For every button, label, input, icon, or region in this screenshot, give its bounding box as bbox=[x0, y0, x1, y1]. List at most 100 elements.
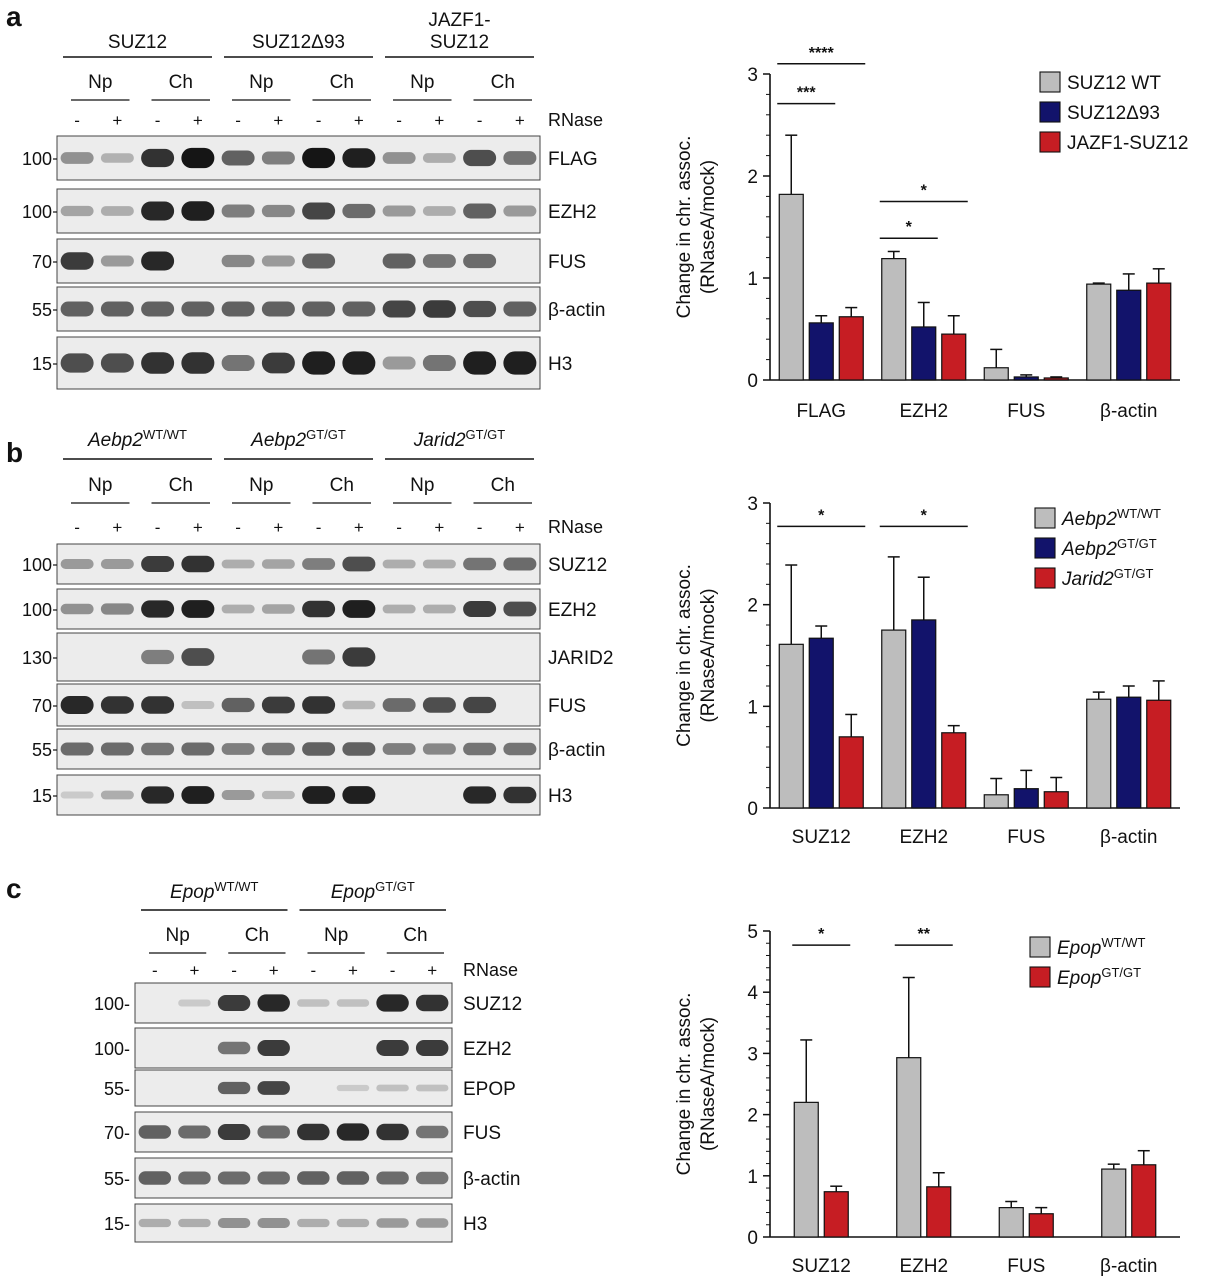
legend-swatch bbox=[1034, 537, 1056, 559]
blot-band bbox=[181, 648, 215, 666]
y-tick-label: 0 bbox=[747, 371, 758, 392]
blot-strip-background bbox=[56, 336, 541, 390]
blot-band bbox=[221, 604, 255, 614]
blot-band bbox=[257, 1125, 290, 1139]
blot-band bbox=[463, 203, 497, 219]
blot-band bbox=[100, 255, 134, 267]
bar-chart-c: 0 1 2 3 4 5 Change in chr. assoc. (RNaseA/mock)… bbox=[674, 922, 1180, 1277]
rnase-sign: - bbox=[316, 111, 322, 130]
size-marker: 55 bbox=[32, 740, 52, 760]
blot-strip-background bbox=[56, 774, 541, 816]
blot-band bbox=[382, 698, 416, 712]
protein-label: SUZ12 bbox=[548, 555, 607, 576]
blot-strip-5 bbox=[56, 774, 541, 816]
rnase-sign: + bbox=[193, 518, 203, 537]
significance-label: * bbox=[921, 183, 928, 200]
blot-band bbox=[382, 743, 416, 755]
y-tick-label: 1 bbox=[747, 269, 758, 290]
blot-band bbox=[181, 201, 215, 221]
y-tick-label: 0 bbox=[747, 1228, 758, 1249]
blot-band bbox=[302, 147, 336, 169]
blot-strip-background bbox=[56, 286, 541, 332]
blot-band bbox=[141, 201, 175, 221]
blot-band bbox=[221, 150, 255, 166]
fraction-label: Np bbox=[249, 72, 273, 93]
blot-band bbox=[415, 1171, 449, 1185]
bar bbox=[896, 1057, 922, 1238]
blot-strip-background bbox=[56, 188, 541, 234]
blot-band bbox=[261, 204, 295, 218]
size-marker: 100- bbox=[94, 1039, 130, 1059]
fraction-label: Np bbox=[249, 475, 273, 496]
protein-label: H3 bbox=[463, 1214, 487, 1235]
legend-label: EpopWT/WT bbox=[1057, 935, 1145, 959]
blot-band bbox=[60, 205, 94, 217]
rnase-sign: + bbox=[269, 961, 279, 980]
bar bbox=[1146, 282, 1172, 381]
bar bbox=[1013, 788, 1039, 809]
blot-band bbox=[181, 147, 215, 169]
x-tick-label: FUS bbox=[1007, 827, 1045, 848]
bar bbox=[998, 1207, 1024, 1238]
blot-band bbox=[261, 151, 295, 165]
blot-strip-1 bbox=[134, 1027, 453, 1069]
blot-band bbox=[422, 604, 456, 614]
blot-band bbox=[60, 603, 94, 615]
rnase-sign: + bbox=[515, 518, 525, 537]
fraction-label: Ch bbox=[403, 925, 427, 946]
blot-band bbox=[336, 1084, 370, 1092]
blot-band bbox=[302, 600, 336, 618]
blot-band bbox=[503, 786, 537, 804]
blot-band bbox=[422, 354, 456, 372]
blot-band bbox=[376, 1084, 409, 1092]
blot-band bbox=[60, 695, 94, 715]
blot-band bbox=[415, 1040, 449, 1056]
legend-swatch bbox=[1034, 567, 1056, 589]
fraction-label: Ch bbox=[169, 72, 193, 93]
blot-strip-5 bbox=[134, 1203, 453, 1243]
protein-label: FLAG bbox=[548, 149, 598, 170]
blot-band bbox=[100, 206, 134, 216]
blot-band bbox=[376, 1040, 409, 1056]
blot-band bbox=[336, 1218, 370, 1228]
blot-band bbox=[261, 696, 295, 714]
size-marker: 70 bbox=[32, 252, 52, 272]
blot-band bbox=[382, 205, 416, 217]
legend-swatch bbox=[1039, 131, 1061, 153]
blot-strip-4 bbox=[134, 1157, 453, 1199]
blot-band bbox=[463, 601, 497, 617]
group-label: SUZ12 bbox=[108, 32, 167, 53]
protein-label: EZH2 bbox=[463, 1039, 512, 1060]
blot-band bbox=[463, 742, 497, 756]
blot-band bbox=[376, 1123, 409, 1141]
y-axis-label: Change in chr. assoc. bbox=[674, 564, 695, 747]
bar bbox=[1043, 791, 1069, 809]
blot-band bbox=[221, 254, 255, 268]
blot-strip-1 bbox=[56, 188, 541, 234]
blot-band bbox=[422, 153, 456, 163]
blot-band bbox=[415, 1218, 449, 1228]
blot-band bbox=[463, 149, 497, 167]
legend-swatch bbox=[1039, 101, 1061, 123]
blot-band bbox=[221, 204, 255, 218]
protein-label: H3 bbox=[548, 786, 572, 807]
blot-band bbox=[217, 1124, 251, 1140]
rnase-sign: + bbox=[189, 961, 199, 980]
blot-band bbox=[422, 559, 456, 569]
size-marker: 100 bbox=[22, 555, 52, 575]
y-tick-label: 1 bbox=[747, 1167, 758, 1188]
blot-band bbox=[60, 301, 94, 317]
rnase-sign: + bbox=[354, 518, 364, 537]
group-label: Aebp2WT/WT bbox=[87, 427, 187, 451]
bar bbox=[1101, 1168, 1127, 1238]
y-tick-label: 4 bbox=[747, 983, 758, 1004]
blot-band bbox=[463, 351, 497, 375]
blot-band bbox=[342, 148, 376, 168]
blot-band bbox=[302, 351, 336, 375]
rnase-sign: - bbox=[235, 111, 241, 130]
fraction-label: Np bbox=[165, 925, 189, 946]
size-marker: 70 bbox=[32, 696, 52, 716]
y-tick-label: 3 bbox=[747, 494, 758, 515]
blot-band bbox=[422, 743, 456, 755]
